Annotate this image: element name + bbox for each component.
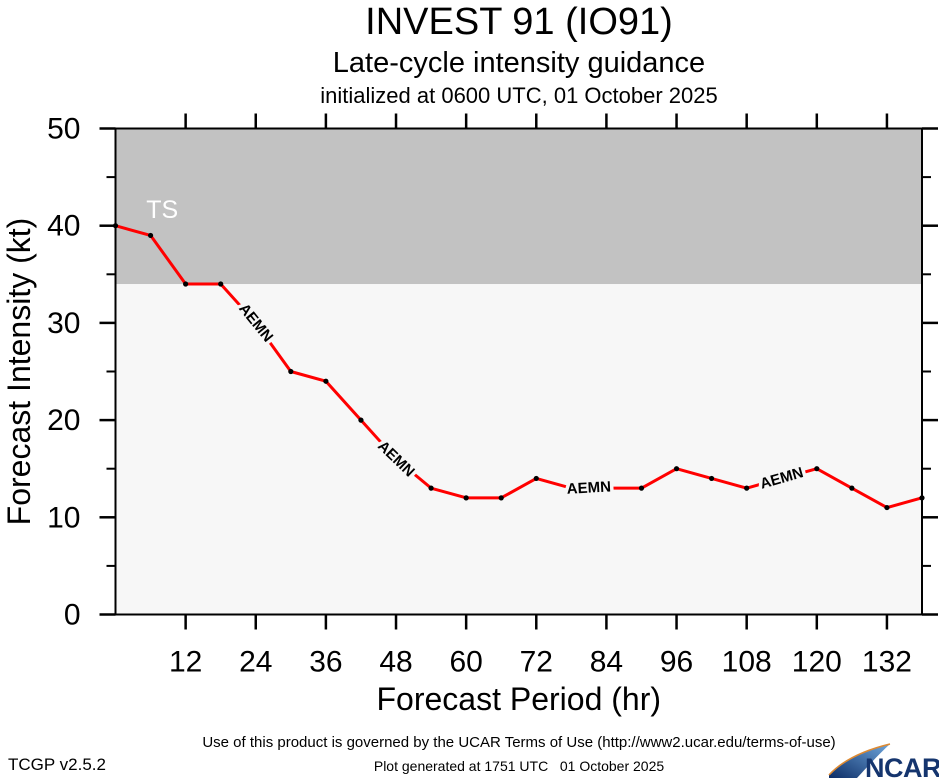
data-point-marker — [323, 378, 329, 384]
y-tick-label: 20 — [47, 404, 80, 437]
x-axis-title: Forecast Period (hr) — [376, 681, 661, 717]
plot-background — [115, 284, 922, 615]
data-point-marker — [744, 485, 750, 491]
data-point-marker — [288, 368, 294, 375]
x-tick-label: 84 — [590, 646, 623, 679]
generation-timestamp: Plot generated at 1751 UTC 01 October 20… — [373, 758, 665, 774]
page-title: INVEST 91 (IO91) — [365, 1, 673, 43]
y-tick-label: 0 — [64, 599, 81, 632]
data-point-marker — [709, 475, 715, 482]
x-tick-label: 96 — [660, 646, 693, 679]
data-point-marker — [533, 475, 539, 482]
initialization-time: initialized at 0600 UTC, 01 October 2025 — [320, 83, 718, 108]
y-axis-title: Forecast Intensity (kt) — [1, 218, 37, 526]
ncar-logo-text: NCAR — [865, 753, 939, 780]
ncar-swoosh — [829, 744, 890, 778]
page-subtitle: Late-cycle intensity guidance — [332, 47, 706, 79]
x-tick-label: 24 — [239, 646, 272, 679]
data-point-marker — [183, 281, 189, 287]
ts-band-label: TS — [146, 196, 178, 224]
data-point-marker — [428, 485, 434, 491]
y-tick-label: 30 — [47, 307, 80, 340]
x-tick-label: 132 — [862, 646, 912, 679]
y-tick-label: 50 — [47, 113, 80, 146]
data-point-marker — [884, 504, 890, 511]
data-point-marker — [849, 485, 855, 491]
data-point-marker — [147, 232, 154, 239]
data-point-marker — [673, 466, 680, 472]
data-point-marker — [498, 495, 504, 501]
x-tick-label: 108 — [722, 646, 772, 679]
ncar-swoosh-orange-edge — [828, 743, 891, 776]
ts-band — [115, 128, 922, 285]
x-tick-label: 12 — [169, 646, 202, 679]
x-tick-label: 60 — [449, 646, 482, 679]
version-label: TCGP v2.5.2 — [8, 755, 106, 774]
intensity-line — [115, 224, 923, 510]
ncar-logo: NCAR — [828, 743, 939, 780]
y-tick-label: 40 — [47, 210, 80, 243]
data-point-marker — [218, 281, 224, 287]
data-point-marker — [814, 466, 820, 472]
x-tick-label: 120 — [792, 646, 842, 679]
terms-of-use-text: Use of this product is governed by the U… — [202, 734, 836, 751]
y-tick-label: 10 — [47, 501, 80, 534]
x-tick-label: 72 — [520, 646, 553, 679]
data-point-marker — [638, 485, 645, 491]
data-point-marker — [358, 417, 364, 423]
model-line-label: AEMN — [566, 478, 611, 497]
x-tick-label: 36 — [309, 646, 342, 679]
x-tick-label: 48 — [379, 646, 412, 679]
data-point-marker — [463, 495, 469, 501]
